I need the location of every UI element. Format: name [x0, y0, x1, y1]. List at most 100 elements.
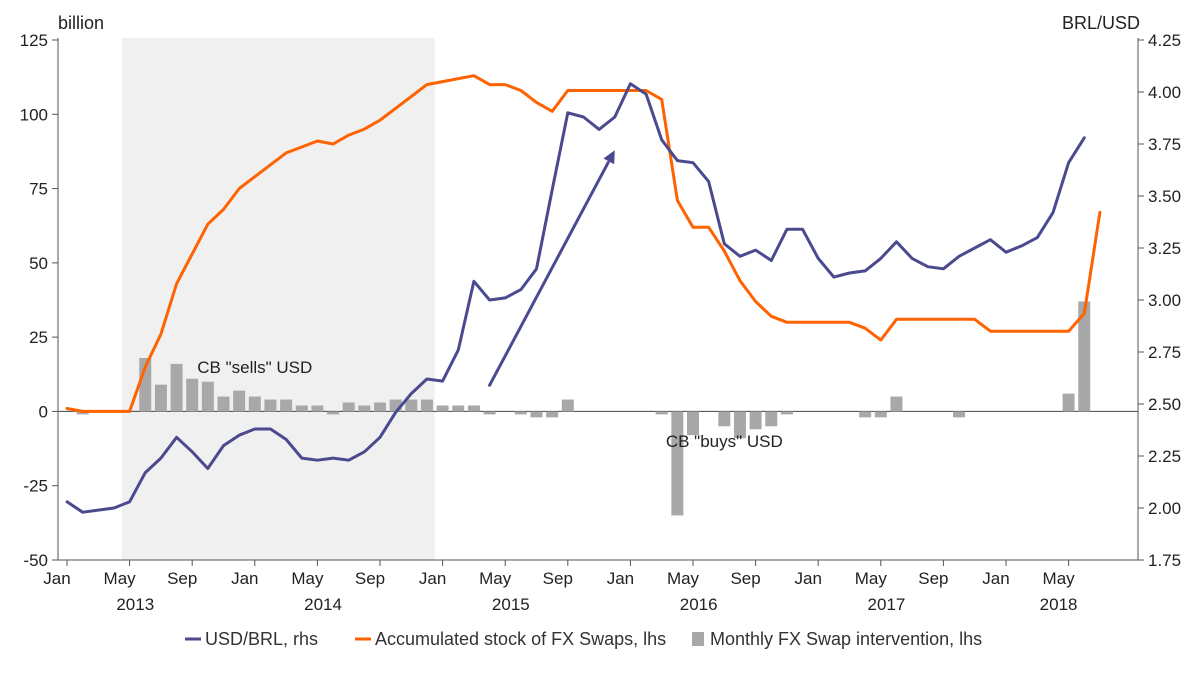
intervention-bar [1078, 301, 1091, 412]
intervention-bar [765, 411, 778, 427]
x-axis-year-labels: 2013 2014 2015 2016 2017 2018 [116, 595, 1077, 614]
x-year-label: 2013 [116, 595, 154, 614]
x-year-label: 2014 [304, 595, 342, 614]
intervention-bar [327, 411, 340, 415]
x-month-label: May [479, 569, 512, 588]
right-tick-label: 2.25 [1148, 447, 1181, 466]
right-tick-label: 4.00 [1148, 83, 1181, 102]
x-month-label: Jan [794, 569, 821, 588]
left-tick-label: 0 [39, 402, 48, 421]
intervention-bar [874, 411, 887, 418]
right-tick-label: 2.75 [1148, 343, 1181, 362]
right-tick-label: 2.00 [1148, 499, 1181, 518]
right-tick-label: 2.50 [1148, 395, 1181, 414]
left-axis-unit: billion [58, 13, 104, 33]
legend-label: USD/BRL, rhs [205, 629, 318, 649]
x-month-label: May [667, 569, 700, 588]
intervention-bar [483, 411, 496, 415]
x-axis-ticks: Jan May Sep Jan May Sep Jan May Sep Jan May Sep Jan M… [43, 560, 1075, 588]
intervention-bar [264, 399, 277, 412]
fx-swaps-line [65, 74, 1102, 413]
x-month-label: Sep [918, 569, 948, 588]
intervention-bar [561, 399, 574, 412]
annotation-label: CB "buys" USD [666, 432, 783, 451]
trend-arrow [488, 150, 615, 387]
intervention-bar [890, 396, 903, 412]
right-tick-label: 3.75 [1148, 135, 1181, 154]
x-year-label: 2016 [680, 595, 718, 614]
right-tick-label: 3.25 [1148, 239, 1181, 258]
intervention-bar [295, 405, 308, 412]
right-tick-label: 3.50 [1148, 187, 1181, 206]
intervention-bar [186, 378, 199, 412]
right-tick-label: 4.25 [1148, 31, 1181, 50]
x-month-label: May [1043, 569, 1076, 588]
intervention-bar [718, 411, 731, 427]
intervention-bar [953, 411, 966, 418]
x-month-label: Jan [419, 569, 446, 588]
intervention-bar [170, 363, 183, 412]
intervention-bar [749, 411, 762, 430]
left-tick-label: 100 [20, 105, 48, 124]
x-month-label: Sep [355, 569, 385, 588]
x-month-label: Sep [730, 569, 760, 588]
intervention-bars [76, 301, 1091, 516]
intervention-bar [420, 399, 433, 412]
legend-swatch [692, 632, 704, 646]
intervention-bar [514, 411, 527, 415]
usdbrl-line [65, 82, 1086, 514]
intervention-bar [467, 405, 480, 412]
left-tick-label: 125 [20, 31, 48, 50]
intervention-bar [405, 399, 418, 412]
intervention-bar [342, 402, 355, 412]
intervention-bar [859, 411, 872, 418]
intervention-bar [233, 390, 246, 412]
intervention-bar [217, 396, 230, 412]
legend-label: Monthly FX Swap intervention, lhs [710, 629, 982, 649]
right-axis-unit: BRL/USD [1062, 13, 1140, 33]
x-month-label: May [855, 569, 888, 588]
intervention-bar [1062, 393, 1075, 412]
left-tick-label: 75 [29, 180, 48, 199]
shaded-period [121, 38, 435, 560]
intervention-bar [280, 399, 293, 412]
x-month-label: Sep [543, 569, 573, 588]
intervention-bar [389, 399, 402, 412]
intervention-bar [248, 396, 261, 412]
axes [57, 38, 1139, 561]
annotations: CB "sells" USD CB "buys" USD [197, 358, 782, 451]
right-tick-label: 1.75 [1148, 551, 1181, 570]
intervention-bar [311, 405, 324, 412]
intervention-bar [655, 411, 668, 415]
intervention-bar [671, 411, 684, 516]
left-tick-label: -25 [23, 477, 48, 496]
left-tick-label: -50 [23, 551, 48, 570]
intervention-bar [452, 405, 465, 412]
annotation-label: CB "sells" USD [197, 358, 312, 377]
arrow-shaft [488, 161, 610, 387]
intervention-bar [733, 411, 746, 439]
x-year-label: 2015 [492, 595, 530, 614]
intervention-bar [358, 405, 371, 412]
x-year-label: 2017 [868, 595, 906, 614]
x-year-label: 2018 [1040, 595, 1078, 614]
right-axis-ticks: 1.75 2.00 2.25 2.50 2.75 3.00 3.25 3.50 3.75 4.00… [1138, 31, 1181, 570]
fx-swaps-series-line [65, 74, 1102, 413]
intervention-bar [374, 402, 386, 412]
legend: USD/BRL, rhs Accumulated stock of FX Swap… [185, 629, 982, 649]
x-month-label: May [291, 569, 324, 588]
left-tick-label: 25 [29, 328, 48, 347]
x-month-label: Sep [167, 569, 197, 588]
x-month-label: Jan [231, 569, 258, 588]
intervention-bar [436, 405, 449, 412]
intervention-bar [154, 384, 167, 412]
legend-label: Accumulated stock of FX Swaps, lhs [375, 629, 666, 649]
arrow-head [603, 150, 615, 165]
intervention-bar [201, 381, 214, 412]
x-month-label: Jan [43, 569, 70, 588]
intervention-bar [780, 411, 793, 415]
intervention-bar [687, 411, 699, 436]
left-tick-label: 50 [29, 254, 48, 273]
